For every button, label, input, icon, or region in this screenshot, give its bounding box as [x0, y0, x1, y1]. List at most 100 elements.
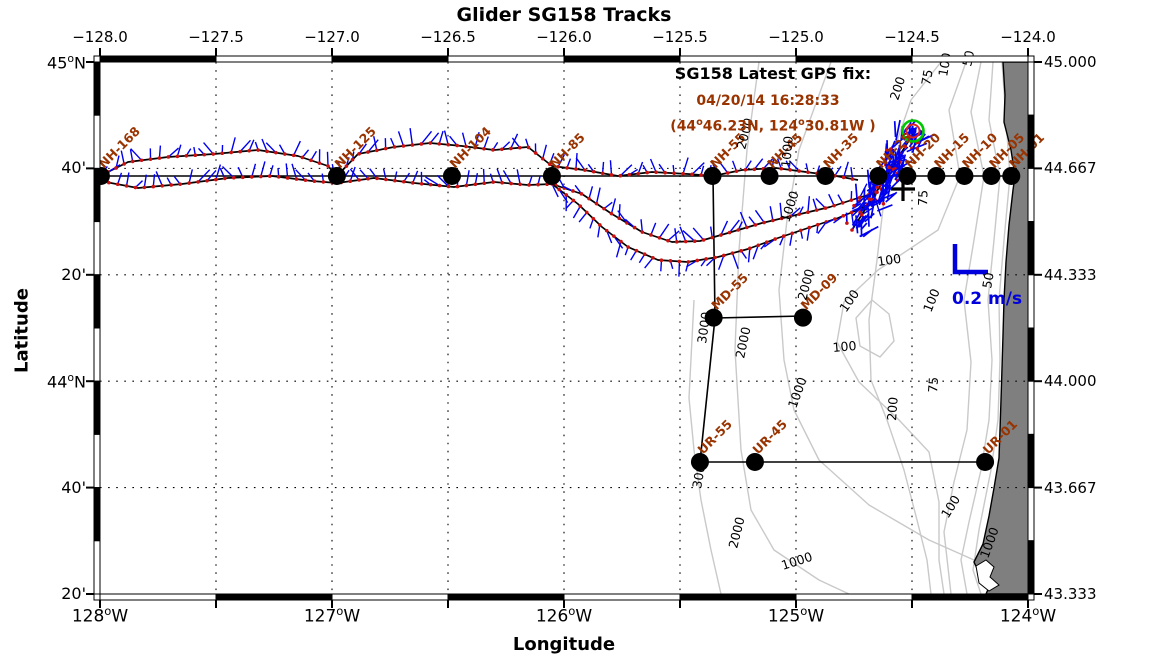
gps-fix-dot	[636, 171, 641, 176]
gps-fix-dot	[428, 182, 433, 187]
gps-fix-dot	[764, 240, 769, 244]
cluster-fix-dot	[915, 146, 920, 151]
gps-fix-dot	[591, 216, 596, 221]
current-vector	[674, 228, 678, 242]
contour-depth-label: 1000	[779, 549, 814, 573]
top-tick-label: −125.5	[652, 28, 708, 46]
gps-fix-dot	[482, 146, 486, 151]
current-vector	[221, 166, 235, 179]
current-vector	[834, 165, 842, 177]
right-tick-label: 43.667	[1044, 478, 1097, 497]
current-vector	[709, 226, 713, 238]
gps-fix-dot	[672, 171, 676, 176]
top-tick-label: −127.5	[188, 28, 244, 46]
cluster-vector	[895, 119, 901, 141]
current-vector	[496, 168, 503, 183]
current-vector	[747, 248, 751, 263]
current-vector	[578, 212, 588, 223]
top-tick-label: −124.0	[1000, 28, 1056, 46]
border-corner	[1027, 55, 1035, 63]
gps-fix-dot	[509, 181, 513, 186]
gps-fix-dot	[745, 225, 749, 230]
current-vector	[691, 162, 705, 175]
gps-fix-dot	[743, 168, 748, 172]
current-vector	[251, 163, 257, 178]
gps-fix-dot	[491, 180, 496, 184]
contour-c200	[868, 62, 942, 594]
current-vector	[731, 252, 739, 269]
gps-fix-dot	[579, 192, 584, 196]
gps-fix-dot	[781, 234, 786, 238]
gps-fix-dot	[874, 190, 879, 194]
border-seg-top	[99, 55, 217, 63]
cluster-vector	[865, 200, 871, 211]
current-vector	[731, 160, 738, 172]
gps-fix-dot	[366, 177, 370, 181]
current-vector	[617, 210, 628, 224]
right-tick-label: 43.333	[1044, 585, 1097, 603]
gps-fix-dot	[482, 181, 487, 186]
cluster-vector	[854, 183, 859, 206]
contour-depth-label: 200	[884, 396, 901, 421]
current-vector	[575, 153, 578, 170]
border-seg-bottom	[331, 593, 449, 601]
current-vector	[369, 168, 378, 179]
right-tick-label: 44.000	[1044, 372, 1097, 391]
current-vector	[613, 235, 624, 249]
right-tick-label: 45.000	[1044, 53, 1097, 71]
bottom-tick-label: 126oW	[535, 604, 593, 627]
gps-fix-dot	[686, 260, 691, 264]
station-dot	[927, 166, 946, 185]
gps-fix-dot	[649, 233, 653, 237]
current-vector	[739, 211, 748, 228]
cluster-vector	[857, 215, 869, 224]
current-vector	[859, 183, 868, 198]
current-vector	[261, 138, 268, 152]
contour-c100ring	[855, 299, 895, 358]
gps-fix-dot	[220, 151, 225, 156]
current-vector	[143, 174, 148, 188]
gps-fix-dot	[816, 222, 820, 227]
current-vector	[474, 173, 479, 185]
gps-fix-dot	[491, 148, 495, 152]
border-seg-right	[1027, 433, 1035, 489]
border-seg-bottom	[99, 593, 217, 601]
gps-fix-dot	[654, 170, 658, 175]
border-seg-top	[215, 55, 333, 63]
current-vector	[295, 169, 306, 181]
contour-depth-label: 100	[836, 287, 862, 315]
current-vector	[542, 144, 548, 159]
station-dot	[982, 166, 1001, 185]
gps-fix-dot	[632, 225, 637, 230]
right-tick-label: 44.333	[1044, 265, 1097, 284]
station-dots	[100, 166, 1021, 471]
gps-fix-dot	[609, 173, 614, 177]
border-seg-bottom	[447, 593, 565, 601]
gps-fix-dot	[779, 166, 784, 171]
gps-fix-dot	[193, 153, 198, 158]
station-label: NH-104	[446, 123, 494, 171]
gps-fix-dot	[518, 182, 522, 187]
gps-fix-dot	[294, 177, 299, 181]
gps-fix-dot	[437, 142, 442, 146]
gps-fix-dot	[540, 156, 545, 161]
station-dot	[869, 166, 888, 185]
gps-fix-dot	[107, 180, 111, 185]
gps-fix-dot	[594, 201, 599, 206]
current-vector	[474, 131, 480, 148]
gps-fix-dot	[903, 144, 907, 149]
gps-fix-dot	[122, 162, 126, 166]
current-vector	[667, 230, 680, 242]
cluster-vector	[877, 189, 888, 204]
gps-fix-dot	[231, 175, 236, 180]
gps-fix-dot	[401, 144, 406, 148]
gps-fix-dot	[350, 157, 355, 162]
gps-fix-dot	[130, 159, 135, 164]
station-dot	[100, 166, 110, 185]
gps-fix-dot	[547, 162, 552, 167]
gps-fix-dot	[312, 179, 317, 183]
gps-fix-dot	[265, 149, 269, 154]
station-dot	[976, 452, 995, 471]
station-dot	[690, 452, 709, 471]
